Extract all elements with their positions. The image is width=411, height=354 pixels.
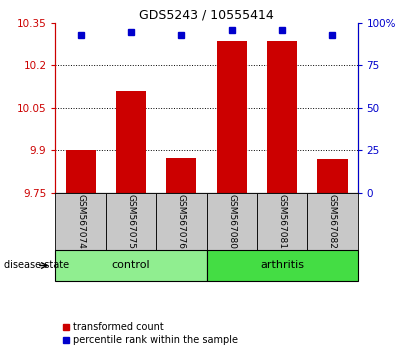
- Text: GSM567076: GSM567076: [177, 194, 186, 249]
- Legend: transformed count, percentile rank within the sample: transformed count, percentile rank withi…: [58, 319, 242, 349]
- Title: GDS5243 / 10555414: GDS5243 / 10555414: [139, 9, 274, 22]
- Bar: [66, 150, 96, 193]
- Bar: [307, 193, 358, 250]
- Bar: [317, 159, 347, 193]
- Text: GSM567074: GSM567074: [76, 194, 85, 249]
- Bar: [257, 193, 307, 250]
- Text: GSM567081: GSM567081: [277, 194, 286, 249]
- Bar: [166, 158, 196, 193]
- Text: arthritis: arthritis: [260, 261, 304, 270]
- Bar: [106, 193, 156, 250]
- Bar: [55, 250, 206, 281]
- Text: disease state: disease state: [4, 261, 69, 270]
- Bar: [55, 193, 106, 250]
- Bar: [206, 250, 358, 281]
- Bar: [116, 91, 146, 193]
- Text: GSM567082: GSM567082: [328, 194, 337, 249]
- Bar: [156, 193, 206, 250]
- Bar: [217, 41, 247, 193]
- Text: GSM567075: GSM567075: [127, 194, 136, 249]
- Text: GSM567080: GSM567080: [227, 194, 236, 249]
- Bar: [267, 41, 297, 193]
- Bar: [206, 193, 257, 250]
- Text: control: control: [112, 261, 150, 270]
